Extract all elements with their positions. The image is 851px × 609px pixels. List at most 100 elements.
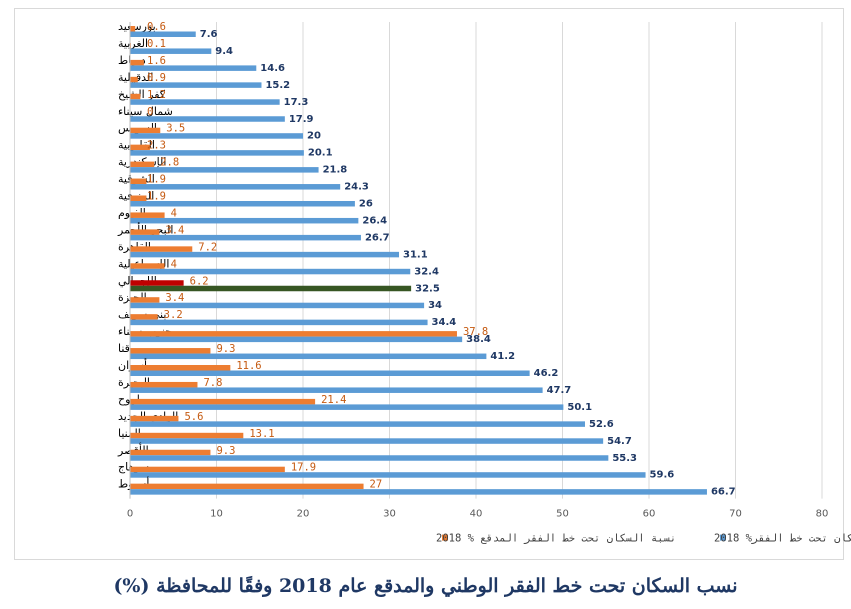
bar-extreme-poverty <box>130 246 193 252</box>
data-label-poverty: 54.7 <box>607 436 632 447</box>
bar-extreme-poverty <box>130 449 211 456</box>
bar-poverty <box>130 150 304 156</box>
bar-poverty <box>130 116 285 122</box>
bar-extreme-poverty <box>130 348 211 354</box>
bar-extreme-poverty <box>130 195 147 201</box>
bar-extreme-poverty <box>130 59 144 66</box>
bar-extreme-poverty <box>130 280 184 286</box>
bar-poverty <box>130 99 280 105</box>
bar-extreme-poverty <box>130 26 136 32</box>
data-label-poverty: 38.4 <box>466 334 491 345</box>
bar-extreme-poverty <box>130 398 316 405</box>
x-tick-label: 70 <box>729 509 742 520</box>
x-tick-label: 10 <box>210 509 223 520</box>
bar-poverty <box>130 302 425 309</box>
data-label-extreme-poverty: 3.5 <box>166 123 185 135</box>
data-label-extreme-poverty: 11.6 <box>236 360 261 372</box>
data-label-poverty: 55.3 <box>612 453 637 464</box>
data-label-extreme-poverty: 3.2 <box>164 309 183 321</box>
data-label-poverty: 52.6 <box>589 419 614 430</box>
bar-extreme-poverty <box>130 331 457 337</box>
bar-poverty <box>130 167 319 173</box>
data-label-poverty: 34 <box>428 300 442 311</box>
data-label-poverty: 26 <box>359 199 373 210</box>
bar-poverty <box>130 48 212 54</box>
data-label-poverty: 50.1 <box>567 402 592 413</box>
bar-extreme-poverty <box>130 415 179 422</box>
bar-poverty <box>130 336 463 343</box>
bar-poverty <box>130 438 604 444</box>
data-label-poverty: 9.4 <box>215 46 233 57</box>
data-label-poverty: 41.2 <box>490 351 515 362</box>
data-label-poverty: 47.7 <box>547 385 572 396</box>
data-label-extreme-poverty: 13.1 <box>249 428 274 440</box>
data-label-poverty: 17.9 <box>289 114 314 125</box>
category-label: شمال سيناء <box>118 105 173 118</box>
bar-extreme-poverty <box>130 466 285 473</box>
data-label-extreme-poverty: 6.2 <box>190 275 209 287</box>
bar-poverty <box>130 217 359 224</box>
legend-label-poverty: نسبة السكان تحت خط الفقر% 2018 <box>714 533 851 545</box>
bar-poverty <box>130 184 341 190</box>
data-label-poverty: 66.7 <box>711 487 736 498</box>
data-label-extreme-poverty: 5.6 <box>184 411 203 423</box>
data-label-extreme-poverty: 4 <box>171 207 177 219</box>
bar-poverty <box>130 268 411 275</box>
data-label-poverty: 26.4 <box>362 215 387 226</box>
data-label-poverty: 21.8 <box>323 165 348 176</box>
legend-swatch-extreme-poverty <box>442 534 448 541</box>
data-label-poverty: 59.6 <box>650 470 675 481</box>
bar-poverty <box>130 370 530 376</box>
bar-poverty <box>130 353 487 360</box>
data-label-poverty: 32.5 <box>415 283 440 294</box>
data-label-poverty: 46.2 <box>534 368 559 379</box>
data-label-poverty: 26.7 <box>365 232 390 243</box>
category-label: قنا <box>118 342 130 355</box>
bar-extreme-poverty <box>130 212 165 218</box>
x-tick-label: 40 <box>470 509 483 520</box>
bar-poverty <box>130 65 257 71</box>
x-tick-label: 30 <box>383 509 396 520</box>
bar-extreme-poverty <box>130 381 198 388</box>
bar-poverty <box>130 472 646 478</box>
data-label-extreme-poverty: 1.2 <box>147 89 166 101</box>
data-label-poverty: 31.1 <box>403 249 428 260</box>
data-label-extreme-poverty: 27 <box>370 479 383 491</box>
data-label-extreme-poverty: 2.8 <box>160 157 179 169</box>
x-tick-label: 0 <box>127 509 133 520</box>
bar-poverty <box>130 251 400 258</box>
data-label-extreme-poverty: 7.2 <box>198 241 217 253</box>
bar-extreme-poverty <box>130 93 141 100</box>
data-label-extreme-poverty: 0.1 <box>147 38 166 50</box>
bar-extreme-poverty <box>130 432 244 439</box>
bar-poverty <box>130 82 262 88</box>
bar-extreme-poverty <box>130 483 364 490</box>
bar-poverty <box>130 285 412 292</box>
data-label-extreme-poverty: 21.4 <box>321 394 346 406</box>
data-label-extreme-poverty: 1.9 <box>147 174 166 186</box>
data-label-poverty: 7.6 <box>200 29 218 40</box>
data-label-extreme-poverty: 7.8 <box>203 377 222 389</box>
bar-extreme-poverty <box>130 314 158 320</box>
data-label-poverty: 24.3 <box>344 182 369 193</box>
bar-poverty <box>130 319 428 326</box>
data-label-extreme-poverty: 0 <box>147 106 153 118</box>
data-label-extreme-poverty: 2.3 <box>147 140 166 152</box>
data-label-extreme-poverty: 9.3 <box>216 343 235 355</box>
bar-poverty <box>130 421 585 427</box>
bar-extreme-poverty <box>130 365 231 371</box>
bar-extreme-poverty <box>130 178 147 185</box>
data-label-extreme-poverty: 4 <box>171 258 177 270</box>
bar-poverty <box>130 404 564 410</box>
data-label-extreme-poverty: 17.9 <box>291 462 316 474</box>
data-label-extreme-poverty: 3.4 <box>165 292 184 304</box>
data-label-poverty: 34.4 <box>432 317 457 328</box>
bar-poverty <box>130 455 609 461</box>
data-label-extreme-poverty: 0.9 <box>147 72 166 84</box>
x-tick-label: 60 <box>643 509 656 520</box>
bar-poverty <box>130 201 355 207</box>
bar-extreme-poverty <box>130 263 165 269</box>
data-label-extreme-poverty: 0.6 <box>147 21 166 33</box>
bar-poverty <box>130 31 196 37</box>
